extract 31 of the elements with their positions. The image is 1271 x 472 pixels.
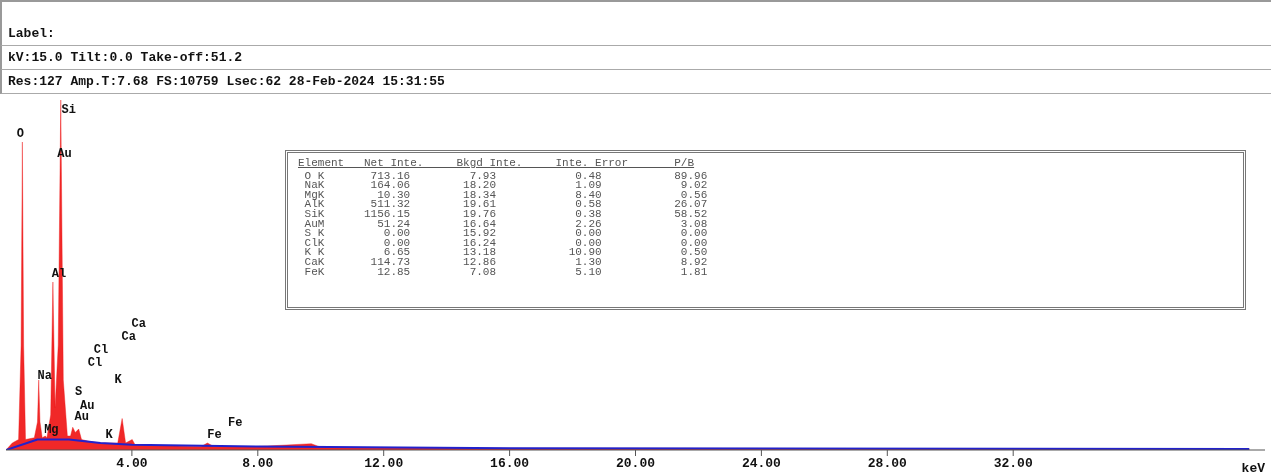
x-tick-label: 28.00	[867, 456, 907, 472]
annotation: S	[75, 385, 83, 399]
x-tick-label: 24.00	[741, 456, 782, 472]
annotation: K	[114, 373, 123, 387]
x-axis-title: keV	[1241, 461, 1266, 472]
chart-title: Label:	[0, 22, 1271, 46]
chart-subtitle: kV:15.0 Tilt:0.0 Take-off:51.2	[0, 46, 1271, 70]
x-tick-label: 12.00	[364, 456, 404, 472]
annotation: O	[16, 127, 24, 141]
text: Res:127 Amp.T:7.68 FS:10759 Lsec:62 28-Feb-2024 15:31:55	[0, 70, 1271, 94]
annotation: Cl	[87, 356, 103, 370]
x-tick-label: 16.00	[490, 456, 530, 472]
annotation: AuM 51.24 16.64 2.26 3.08	[303, 217, 709, 230]
annotation: K	[105, 428, 114, 442]
annotation: Fe	[228, 415, 243, 430]
annotation: FeK 12.85 7.08 5.10 1.81	[303, 265, 709, 278]
annotation: Cl	[93, 343, 109, 357]
annotation: Si	[61, 103, 76, 117]
x-tick-label: 8.00	[242, 456, 274, 472]
x-tick-label: 32.00	[993, 456, 1033, 472]
annotation: ClK 0.00 16.24 0.00 0.00	[303, 236, 709, 249]
annotation: SiK 1156.15 19.76 0.38 58.52	[303, 207, 709, 220]
x-tick-label: 4.00	[116, 456, 148, 472]
annotation: Ca	[131, 317, 147, 331]
annotation: Au	[80, 398, 95, 413]
annotation: Element Net Inte. Bkgd Inte. Inte. Error P/B	[298, 157, 696, 169]
x-tick-label: 20.00	[615, 456, 656, 472]
annotation: O K 713.16 7.93 0.48 89.96	[303, 169, 709, 182]
annotation: Au	[74, 410, 89, 425]
annotation: Ca	[121, 330, 136, 344]
annotation: Fe	[207, 428, 222, 442]
